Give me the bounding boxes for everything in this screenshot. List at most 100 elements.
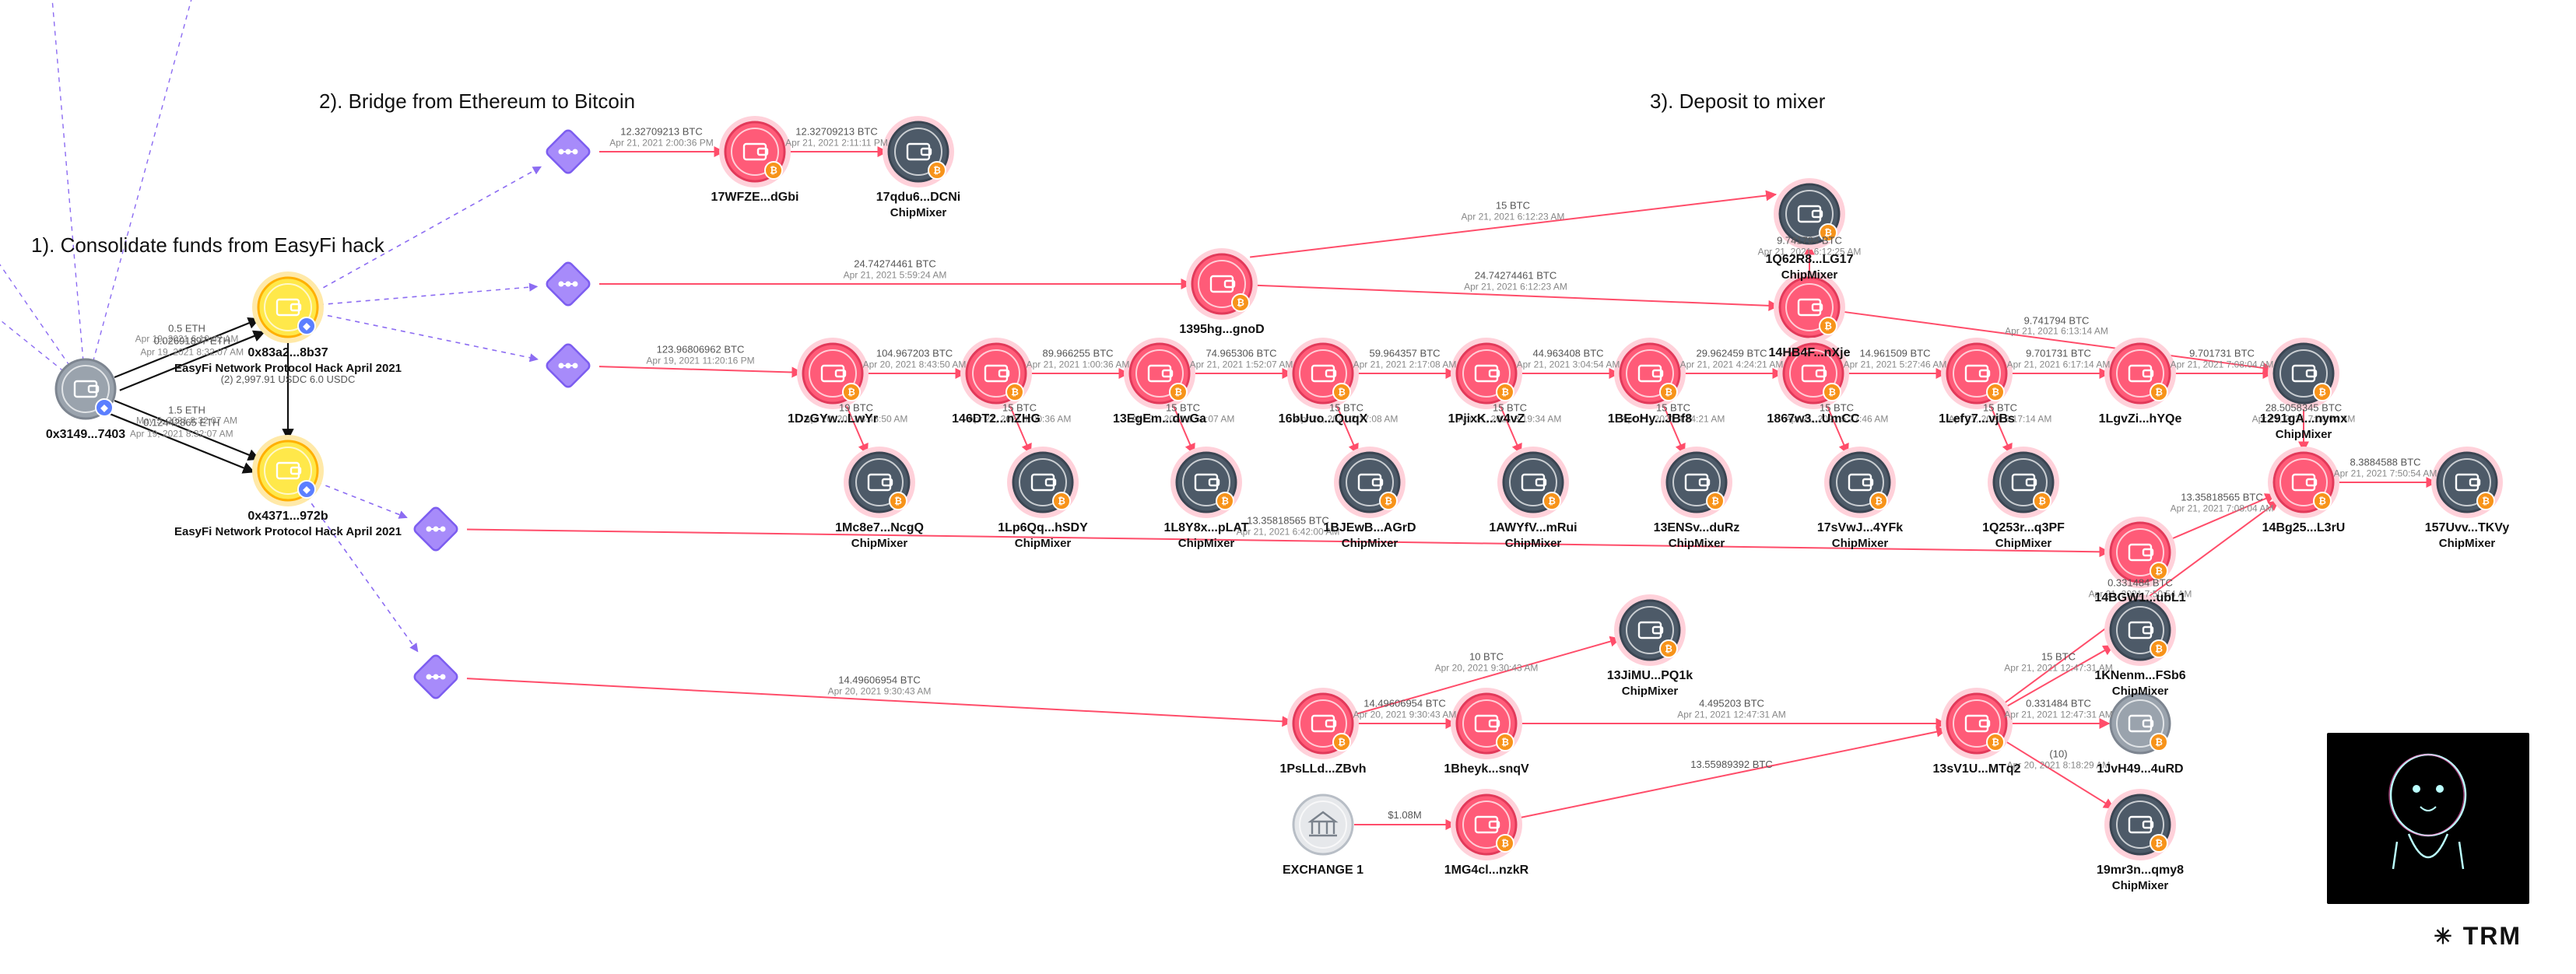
- section-title: 3). Deposit to mixer: [1650, 89, 1825, 114]
- node-label: 1MG4cl...nzkR: [1444, 864, 1528, 878]
- edge-label: $1.08M: [1388, 810, 1421, 822]
- node-br2[interactable]: [545, 261, 591, 307]
- node-label: 1AWYfV...mRui: [1489, 521, 1577, 535]
- node-label: 17qdu6...DCNi: [876, 191, 960, 205]
- node-e1[interactable]: ₿: [1614, 594, 1686, 666]
- node-c6[interactable]: ₿: [1614, 338, 1686, 409]
- node-label: 13ENSv...duRz: [1654, 521, 1740, 535]
- svg-text:₿: ₿: [2318, 387, 2326, 398]
- node-m2[interactable]: ₿: [1007, 447, 1079, 518]
- node-label: 1KNenm...FSb6: [2094, 669, 2185, 683]
- svg-text:₿: ₿: [2155, 737, 2163, 748]
- edge-label: 14.961509 BTCApr 21, 2021 5:27:46 AM: [1844, 348, 1947, 370]
- edge-label: 24.74274461 BTCApr 21, 2021 6:12:23 AM: [1464, 270, 1567, 293]
- node-ef2[interactable]: ◆: [252, 435, 324, 506]
- node-label: 1Q253r...q3PF: [1982, 521, 2065, 535]
- node-a1[interactable]: ₿: [719, 116, 791, 187]
- edge-label: 9.741794 BTCApr 21, 2021 6:13:14 AM: [2005, 315, 2108, 338]
- node-ef1[interactable]: ◆: [252, 272, 324, 343]
- svg-text:₿: ₿: [1824, 321, 1832, 331]
- edge: [1517, 730, 1946, 818]
- node-m3[interactable]: ₿: [1170, 447, 1242, 518]
- edge-label: 74.965306 BTCApr 21, 2021 1:52:07 AM: [1190, 348, 1293, 370]
- svg-text:₿: ₿: [1665, 387, 1672, 398]
- svg-text:◆: ◆: [100, 402, 108, 413]
- node-sublabel: ChipMixer: [2112, 879, 2169, 892]
- node-sublabel: ChipMixer: [1178, 537, 1235, 550]
- section-title: 1). Consolidate funds from EasyFi hack: [31, 233, 384, 258]
- edge: [317, 482, 407, 518]
- node-label: 1Lp6Qq...hSDY: [998, 521, 1088, 535]
- node-e3[interactable]: ₿: [1451, 688, 1522, 759]
- edge: [318, 314, 538, 359]
- node-c3[interactable]: ₿: [1124, 338, 1195, 409]
- edge-label: 89.966255 BTCApr 21, 2021 1:00:36 AM: [1027, 348, 1130, 370]
- node-c8[interactable]: ₿: [1941, 338, 2013, 409]
- trm-star-icon: ✳: [2434, 923, 2453, 949]
- node-m5[interactable]: ₿: [1497, 447, 1569, 518]
- node-src[interactable]: ◆: [56, 359, 115, 419]
- node-label: 19mr3n...qmy8: [2097, 864, 2184, 878]
- svg-text:₿: ₿: [1338, 737, 1346, 748]
- svg-text:₿: ₿: [2038, 496, 2046, 506]
- svg-text:₿: ₿: [2318, 496, 2326, 506]
- node-c9[interactable]: ₿: [2104, 338, 2176, 409]
- edge: [599, 366, 802, 373]
- edge-label: 123.96806962 BTCApr 19, 2021 11:20:16 PM: [646, 344, 754, 366]
- node-a2[interactable]: ₿: [883, 116, 954, 187]
- node-label: 17WFZE...dGbi: [711, 191, 799, 205]
- node-sublabel: ChipMixer: [1781, 268, 1838, 282]
- edge: [0, 39, 86, 389]
- svg-text:₿: ₿: [1221, 496, 1229, 506]
- edge-label: (10)Apr 20, 2021 8:18:29 AM: [2007, 748, 2111, 771]
- node-label: 1Lefy7...vjBs: [1939, 412, 2015, 426]
- svg-text:₿: ₿: [1501, 838, 1509, 849]
- svg-text:₿: ₿: [1992, 387, 1999, 398]
- edge-label: 9.701731 BTCApr 21, 2021 6:17:14 AM: [2007, 348, 2111, 370]
- node-br3[interactable]: [545, 342, 591, 388]
- node-b1[interactable]: ₿: [1186, 248, 1258, 320]
- node-sublabel: ChipMixer: [2276, 428, 2332, 441]
- node-c10[interactable]: ₿: [2268, 338, 2339, 409]
- node-e6[interactable]: ₿: [2111, 694, 2170, 753]
- node-br4[interactable]: [412, 506, 458, 552]
- node-label: 1PjixK...v4vZ: [1448, 412, 1525, 426]
- svg-text:₿: ₿: [1711, 496, 1719, 506]
- edge-label: 44.963408 BTCApr 21, 2021 3:04:54 AM: [1517, 348, 1620, 370]
- node-sublabel: ChipMixer: [1669, 537, 1725, 550]
- node-label: 1DzGYw...LwYr: [788, 412, 878, 426]
- node-ex2[interactable]: ₿: [1451, 789, 1522, 860]
- node-m4[interactable]: ₿: [1334, 447, 1406, 518]
- node-label: 146DT2...nZHG: [952, 412, 1041, 426]
- node-c4[interactable]: ₿: [1287, 338, 1359, 409]
- node-c1[interactable]: ₿: [797, 338, 869, 409]
- node-label: 0x3149...7403: [46, 428, 125, 442]
- node-c2[interactable]: ₿: [960, 338, 1032, 409]
- footer-image: [2327, 733, 2529, 904]
- node-sublabel: ChipMixer: [1342, 537, 1399, 550]
- svg-text:₿: ₿: [2482, 496, 2490, 506]
- svg-text:₿: ₿: [1828, 387, 1836, 398]
- svg-text:◆: ◆: [302, 321, 311, 331]
- node-m1[interactable]: ₿: [844, 447, 915, 518]
- node-e7[interactable]: ₿: [2104, 789, 2176, 860]
- node-f2[interactable]: ₿: [2431, 447, 2503, 518]
- node-e2[interactable]: ₿: [1287, 688, 1359, 759]
- node-c5[interactable]: ₿: [1451, 338, 1522, 409]
- node-sublabel: EasyFi Network Protocol Hack April 2021: [174, 362, 402, 375]
- node-br1[interactable]: [545, 128, 591, 174]
- node-ex1[interactable]: [1293, 795, 1353, 854]
- edge-label: 15 BTCApr 21, 2021 6:12:23 AM: [1462, 200, 1565, 222]
- node-m6[interactable]: ₿: [1661, 447, 1732, 518]
- node-f1[interactable]: ₿: [2268, 447, 2339, 518]
- node-m7[interactable]: ₿: [1824, 447, 1896, 518]
- trm-text: TRM: [2463, 922, 2522, 951]
- node-label: 1291gA...nymx: [2260, 412, 2347, 426]
- node-b3[interactable]: ₿: [1774, 272, 1845, 343]
- node-label: 1867w3...UmCC: [1767, 412, 1859, 426]
- node-m8[interactable]: ₿: [1988, 447, 2059, 518]
- node-br5[interactable]: [412, 653, 458, 699]
- node-label: 1BEoHy...JBf8: [1608, 412, 1692, 426]
- node-e4[interactable]: ₿: [1941, 688, 2013, 759]
- node-sublabel: ChipMixer: [1622, 685, 1679, 698]
